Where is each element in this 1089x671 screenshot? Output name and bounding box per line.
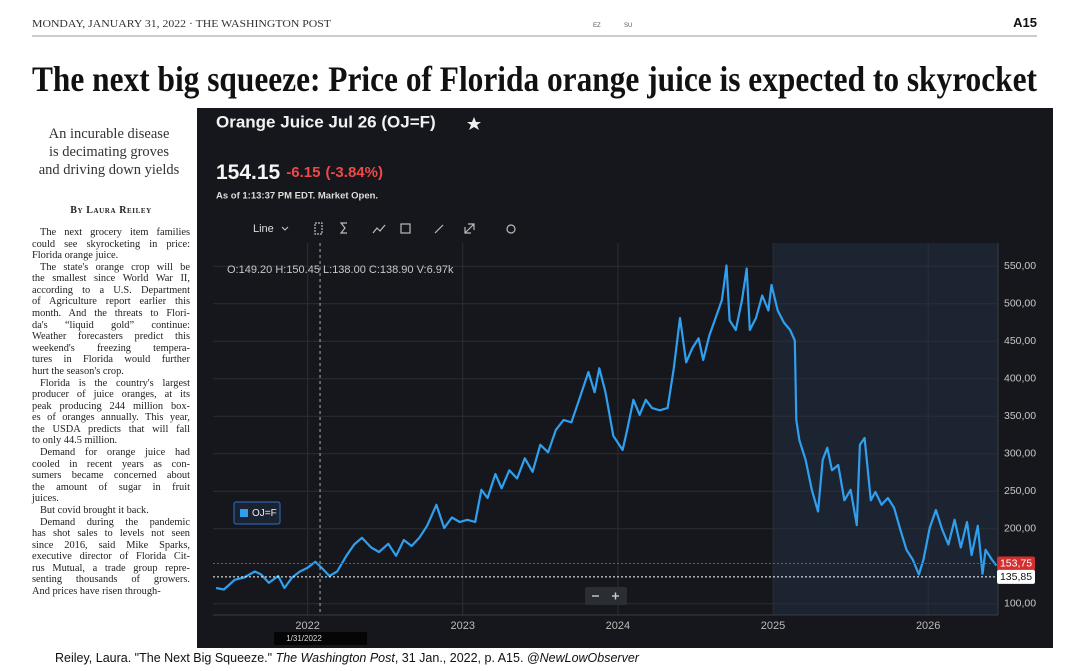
body-line: has shot sales to levels not seen bbox=[32, 528, 190, 540]
y-tick-label: 450,00 bbox=[1004, 335, 1036, 347]
body-line: The state's orange crop will be bbox=[40, 261, 190, 273]
tool-icon[interactable] bbox=[506, 224, 516, 234]
caption-text: , 31 Jan., 2022, p. A15. bbox=[394, 651, 524, 665]
as-of: As of 1:13:37 PM EDT. Market Open. bbox=[216, 191, 378, 202]
body-line: Florida is the country's largest bbox=[40, 377, 190, 389]
price-change: -6.15 bbox=[286, 164, 320, 181]
legend-swatch bbox=[240, 509, 248, 517]
body-line: senting thousands of growers. bbox=[32, 574, 190, 586]
legend[interactable] bbox=[233, 501, 281, 525]
y-tick-label: 300,00 bbox=[1004, 448, 1036, 460]
body-line: cooled in recent years as con- bbox=[32, 458, 190, 470]
legend-label: OJ=F bbox=[252, 508, 277, 519]
body-line: tures in Florida would further bbox=[32, 354, 190, 366]
body-line: The next grocery item families bbox=[40, 227, 190, 238]
body-line: da's “liquid gold” continue: bbox=[32, 319, 190, 331]
newspaper-header: MONDAY, JANUARY 31, 2022 · THE WASHINGTO… bbox=[32, 15, 1037, 99]
caption-publication: The Washington Post bbox=[275, 651, 395, 665]
caption-text: Reiley, Laura. "The Next Big Squeeze." bbox=[55, 651, 273, 665]
body-line: Demand for orange juice had bbox=[40, 447, 190, 459]
body-line: But covid brought it back. bbox=[40, 504, 149, 516]
price-line bbox=[215, 264, 998, 591]
body-line: producer of juice oranges, at its bbox=[32, 389, 190, 401]
zoom-controls bbox=[585, 587, 627, 605]
deck-line: An incurable disease bbox=[48, 126, 170, 142]
price-level-label: 153,75 bbox=[1000, 558, 1032, 570]
star-icon[interactable] bbox=[467, 117, 481, 130]
body-line: Florida orange juice. bbox=[32, 250, 119, 262]
body-line: weekend's freezing tempera- bbox=[32, 342, 190, 354]
edition-mark: SU bbox=[624, 23, 632, 29]
toolbar bbox=[314, 222, 516, 235]
y-tick-label: 350,00 bbox=[1004, 410, 1036, 422]
deck-line: and driving down yields bbox=[38, 162, 180, 178]
x-tick-label: 2026 bbox=[916, 620, 940, 632]
tool-icon[interactable] bbox=[314, 222, 323, 235]
y-tick-label: 200,00 bbox=[1004, 523, 1036, 535]
chart-style[interactable]: Line bbox=[253, 223, 274, 235]
tool-icon[interactable] bbox=[372, 224, 386, 234]
edition-mark: EZ bbox=[593, 23, 601, 29]
tool-icon[interactable] bbox=[339, 222, 347, 234]
last-price: 154.15 bbox=[216, 161, 281, 184]
caption-handle: @NewLowObserver bbox=[526, 651, 639, 665]
body-line: executive director of Florida Cit- bbox=[32, 551, 190, 563]
price-level-label: 135,85 bbox=[1000, 571, 1032, 583]
body-line: rus Mutual, a trade group repre- bbox=[32, 562, 190, 574]
body-line: And prices have risen through- bbox=[32, 585, 161, 597]
body-line: sumers became concerned about bbox=[32, 470, 190, 482]
chart: Orange Juice Jul 26 (OJ=F) 154.15 -6.15 (-… bbox=[197, 108, 1053, 648]
body-line: juices. bbox=[32, 493, 59, 505]
body-line: since 2016, said Mike Sparks, bbox=[32, 539, 190, 551]
chart-title: Orange Juice Jul 26 (OJ=F) bbox=[216, 112, 436, 131]
deck-line: is decimating groves bbox=[48, 144, 169, 160]
price-level-box bbox=[997, 556, 1035, 571]
body-line: the smallest since World War II, bbox=[32, 273, 190, 285]
crosshair-label-box bbox=[274, 632, 368, 645]
tool-icon[interactable] bbox=[400, 223, 411, 234]
body-line: to only 44.5 million. bbox=[32, 435, 118, 447]
dateline: MONDAY, JANUARY 31, 2022 · THE WASHINGTO… bbox=[32, 19, 331, 30]
plot-area: 100,00 200,00 250,00 300,00 350,00 400,00 450,… bbox=[213, 243, 1036, 632]
zoom-box bbox=[585, 587, 627, 605]
y-tick-label: 400,00 bbox=[1004, 373, 1036, 385]
y-tick-label: 500,00 bbox=[1004, 298, 1036, 310]
headline: The next big squeeze: Price of Florida o… bbox=[32, 59, 1037, 99]
tool-icon[interactable] bbox=[464, 223, 475, 234]
tool-icon[interactable] bbox=[434, 224, 444, 234]
x-tick-label: 2023 bbox=[451, 620, 475, 632]
caption: Reiley, Laura. "The Next Big Squeeze." T… bbox=[55, 651, 639, 665]
x-tick-label: 2024 bbox=[606, 620, 630, 632]
byline: By Laura Reiley bbox=[70, 205, 152, 216]
ohlc: O:149.20 H:150.45 L:138.00 C:138.90 V:6.… bbox=[227, 264, 454, 276]
body-line: Weather forecasters predict this bbox=[32, 331, 190, 343]
body-line: the amount of sugar in fruit bbox=[32, 481, 190, 493]
price-level-box bbox=[997, 569, 1035, 584]
crosshair-label: 1/31/2022 bbox=[286, 634, 322, 643]
body-line: could see skyrocketing in price: bbox=[32, 238, 190, 250]
y-tick-label: 550,00 bbox=[1004, 260, 1036, 272]
body-line: peak producing 244 million box- bbox=[32, 400, 190, 412]
body-line: month. And the threats to Flori- bbox=[32, 308, 190, 320]
body-line: Demand during the pandemic bbox=[40, 516, 190, 528]
price-change-pct: (-3.84%) bbox=[325, 164, 383, 181]
body-line: according to a U.S. Department bbox=[32, 284, 190, 296]
y-tick-label: 250,00 bbox=[1004, 485, 1036, 497]
y-tick-label: 100,00 bbox=[1004, 598, 1036, 610]
dropdown-icon[interactable] bbox=[281, 226, 289, 231]
body-line: the USDA predicts that will fall bbox=[32, 423, 190, 435]
body-line: hurt the season's crop. bbox=[32, 365, 124, 377]
quote: 154.15 -6.15 (-3.84%) bbox=[216, 161, 383, 184]
body-line: of Agriculture report earlier this bbox=[32, 296, 190, 308]
body-line: es of oranges annually. This year, bbox=[32, 412, 190, 424]
x-tick-label: 2025 bbox=[761, 620, 785, 632]
x-tick-label: 2022 bbox=[295, 620, 319, 632]
shaded-range bbox=[773, 243, 998, 615]
page-number: A15 bbox=[1013, 15, 1037, 30]
